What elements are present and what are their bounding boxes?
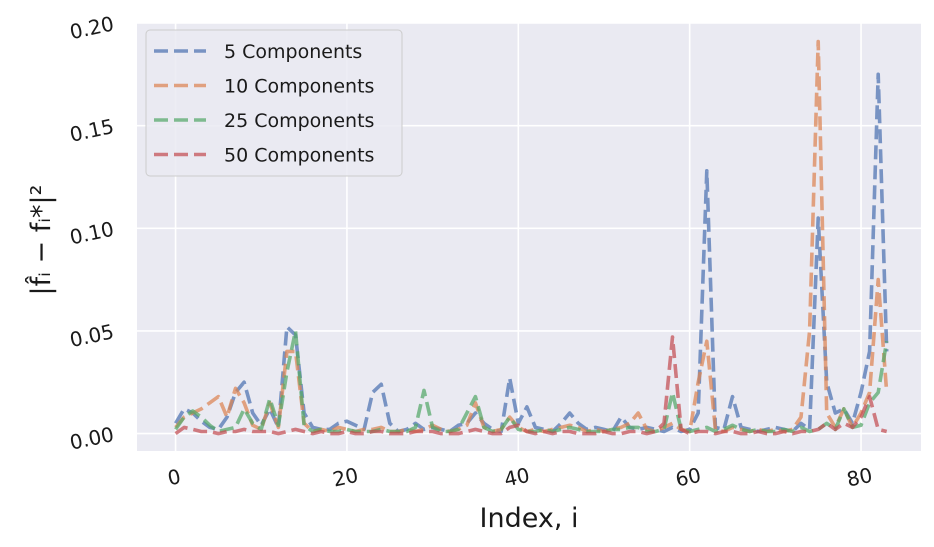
y-tick-labels: 0.00 0.05 0.10 0.15 0.20 (67, 11, 116, 454)
series-line-4 (174, 335, 888, 436)
x-tick-label: 20 (331, 463, 361, 492)
x-axis-label: Index, i (480, 503, 579, 534)
legend-label: 5 Components (224, 41, 362, 63)
x-tick-label: 60 (673, 463, 703, 492)
x-tick-labels: 0 20 40 60 80 (165, 463, 874, 492)
y-tick-label: 0.20 (67, 11, 116, 44)
legend-label: 25 Components (224, 110, 374, 132)
series-lines (174, 39, 889, 436)
x-tick-label: 0 (165, 464, 182, 490)
legend: 5 Components 10 Components 25 Components 50… (145, 29, 403, 177)
y-tick-label: 0.05 (67, 319, 116, 352)
y-tick-label: 0.00 (67, 422, 116, 455)
legend-frame (145, 29, 403, 177)
y-tick-label: 0.15 (67, 114, 116, 147)
x-tick-label: 40 (502, 463, 532, 492)
legend-label: 50 Components (224, 145, 374, 167)
x-tick-label: 80 (845, 463, 875, 492)
legend-label: 10 Components (224, 76, 374, 98)
y-tick-label: 0.10 (67, 217, 116, 250)
y-axis-label: |f̂ᵢ − fᵢ*|² (25, 185, 57, 296)
